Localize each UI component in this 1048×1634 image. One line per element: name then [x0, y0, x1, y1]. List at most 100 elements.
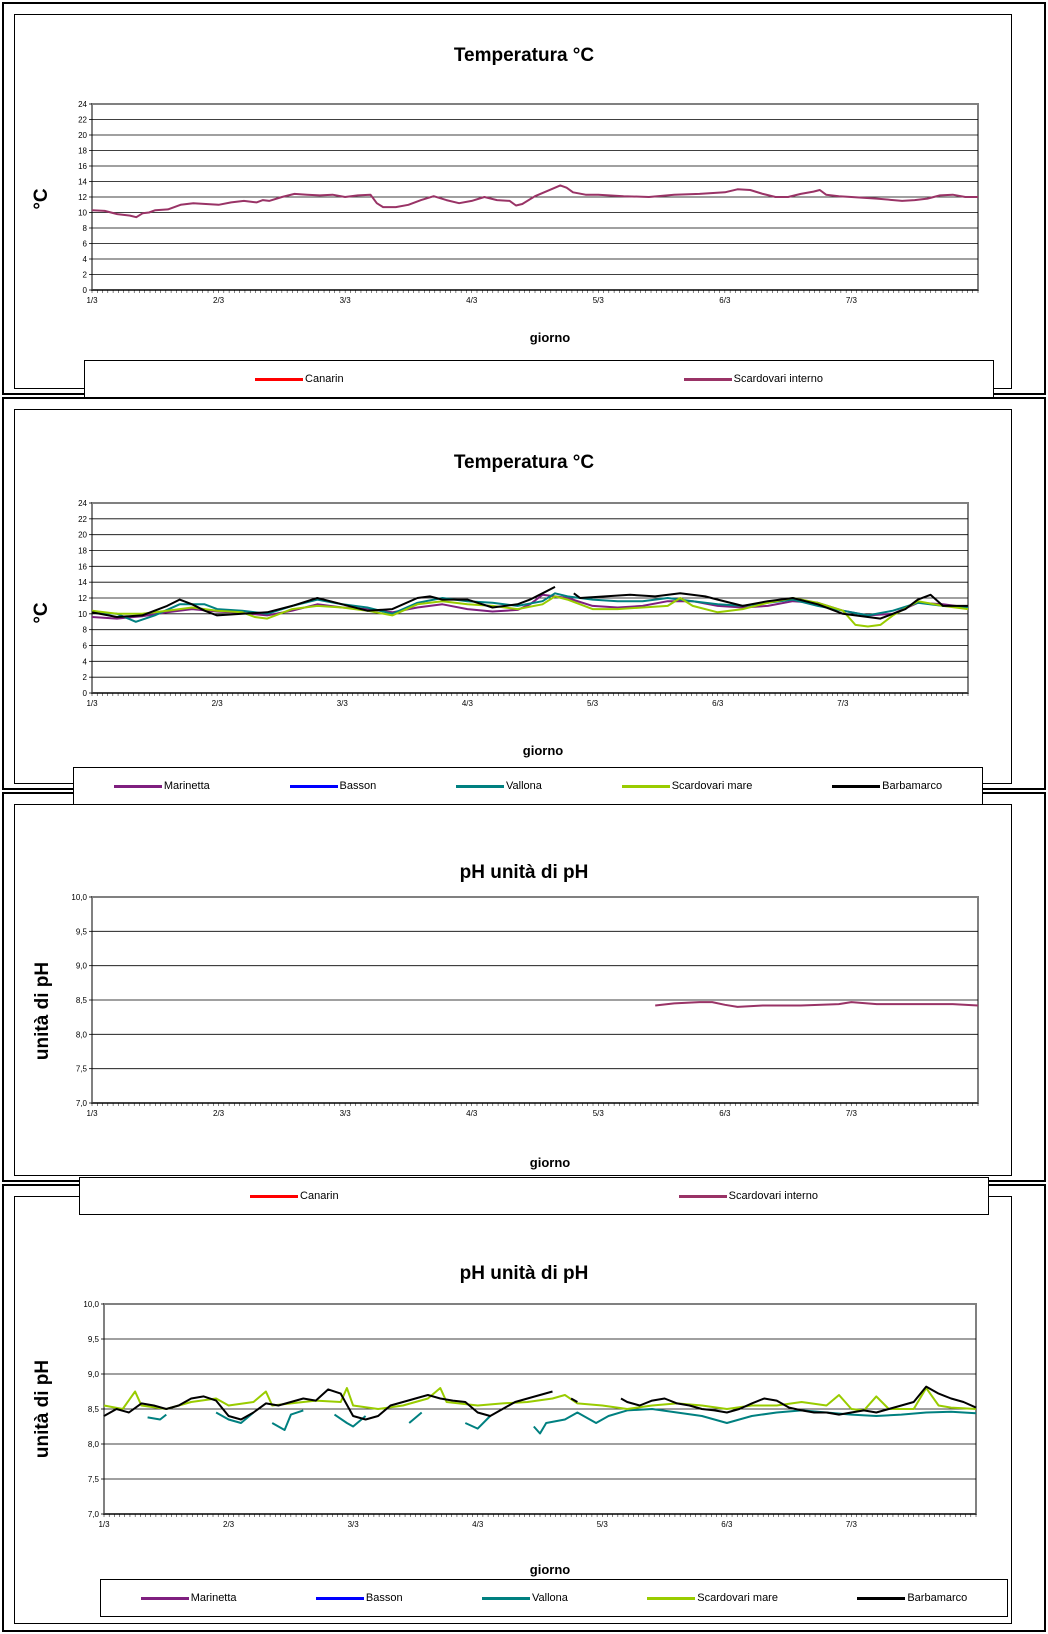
y-tick-label: 8,5	[76, 996, 88, 1005]
x-tick-label: 4/3	[462, 699, 474, 708]
legend-swatch	[113, 784, 162, 788]
x-tick-label: 7/3	[837, 699, 849, 708]
y-tick-label: 7,5	[88, 1475, 100, 1484]
legend-item: Marinetta	[113, 780, 210, 792]
legend-item: Basson	[315, 1592, 403, 1604]
legend-item: Scardovari interno	[678, 1190, 818, 1202]
chart-title: pH unità di pH	[459, 1263, 589, 1284]
y-tick-label: 6	[83, 240, 88, 249]
legend-label: Vallona	[506, 780, 542, 792]
y-tick-label: 6	[83, 642, 88, 651]
x-tick-label: 3/3	[337, 699, 349, 708]
legend-item: Scardovari mare	[621, 780, 753, 792]
legend-item: Vallona	[456, 780, 542, 792]
y-tick-label: 22	[78, 116, 87, 125]
x-axis-label: giorno	[529, 330, 571, 345]
x-tick-label: 7/3	[846, 296, 858, 305]
y-tick-label: 8,5	[88, 1405, 100, 1414]
y-tick-label: 4	[83, 255, 88, 264]
series-line	[333, 1413, 367, 1428]
y-tick-label: 16	[78, 562, 87, 571]
legend-item: Vallona	[482, 1592, 568, 1604]
x-tick-label: 4/3	[472, 1520, 484, 1529]
series-line	[103, 1388, 553, 1421]
series-line	[147, 1413, 167, 1421]
legend-item: Basson	[289, 780, 376, 792]
y-tick-label: 9,0	[88, 1370, 100, 1379]
series-line	[570, 1397, 578, 1403]
legend-swatch	[678, 1194, 727, 1198]
legend-label: Scardovari mare	[671, 780, 753, 792]
legend-swatch	[456, 784, 505, 788]
legend-label: Barbamarco	[882, 780, 943, 792]
legend-label: Scardovari mare	[697, 1592, 778, 1604]
x-tick-label: 5/3	[597, 1520, 609, 1529]
y-tick-label: 16	[78, 162, 87, 171]
legend-item: Canarin	[250, 1190, 339, 1202]
y-tick-label: 4	[83, 657, 88, 666]
legend-label: Marinetta	[190, 1592, 237, 1604]
chart-title: pH unità di pH	[459, 862, 589, 883]
legend: Canarin Scardovari interno	[84, 360, 994, 398]
legend-item: Scardovari mare	[647, 1592, 778, 1604]
legend-label: Basson	[365, 1592, 403, 1604]
legend: Canarin Scardovari interno	[79, 1177, 989, 1215]
x-tick-label: 7/3	[846, 1520, 858, 1529]
legend-swatch	[647, 1596, 696, 1600]
legend-swatch	[857, 1596, 906, 1600]
series-line	[271, 1409, 304, 1431]
x-axis-label: giorno	[529, 1562, 571, 1577]
y-tick-label: 7,0	[76, 1099, 88, 1108]
series-line	[91, 595, 969, 628]
chart-title: Temperatura °C	[453, 45, 595, 66]
series-line	[655, 1001, 979, 1008]
y-tick-label: 8	[83, 224, 88, 233]
y-tick-label: 10	[78, 610, 87, 619]
legend-swatch	[289, 784, 338, 788]
x-axis-label: giorno	[522, 743, 564, 758]
legend-swatch	[250, 1194, 299, 1198]
legend: Marinetta Basson Vallona Scardovari mare…	[100, 1579, 1008, 1617]
legend-label: Canarin	[300, 1190, 339, 1202]
legend-item: Canarin	[255, 373, 344, 385]
series-line	[620, 1385, 977, 1416]
x-tick-label: 2/3	[213, 1109, 225, 1118]
legend-swatch	[255, 377, 304, 381]
x-tick-label: 3/3	[340, 296, 352, 305]
y-tick-label: 9,5	[76, 927, 88, 936]
legend-swatch	[621, 784, 670, 788]
x-tick-label: 5/3	[593, 296, 605, 305]
y-tick-label: 9,0	[76, 962, 88, 971]
y-tick-label: 7,0	[88, 1510, 100, 1519]
y-tick-label: 12	[78, 193, 87, 202]
legend-item: Barbamarco	[857, 1592, 967, 1604]
series-line	[91, 592, 969, 623]
legend-item: Marinetta	[140, 1592, 237, 1604]
legend-swatch	[683, 377, 732, 381]
legend-swatch	[315, 1596, 364, 1600]
y-tick-label: 20	[78, 531, 87, 540]
legend-swatch	[482, 1596, 530, 1600]
y-tick-label: 8,0	[76, 1030, 88, 1039]
x-tick-label: 5/3	[587, 699, 599, 708]
x-tick-label: 2/3	[213, 296, 225, 305]
x-tick-label: 3/3	[340, 1109, 352, 1118]
x-tick-label: 2/3	[223, 1520, 235, 1529]
legend-label: Scardovari interno	[733, 373, 823, 385]
legend-label: Scardovari interno	[728, 1190, 818, 1202]
series-line	[408, 1411, 423, 1424]
series-line	[464, 1415, 491, 1430]
x-tick-label: 1/3	[98, 1520, 110, 1529]
y-tick-label: 7,5	[76, 1065, 88, 1074]
y-tick-label: 10,0	[71, 893, 87, 902]
x-tick-label: 1/3	[86, 699, 98, 708]
series-line	[91, 586, 556, 618]
series-line	[91, 184, 978, 219]
y-tick-label: 8	[83, 626, 88, 635]
legend-swatch	[140, 1596, 189, 1600]
x-tick-label: 7/3	[846, 1109, 858, 1118]
x-tick-label: 3/3	[348, 1520, 360, 1529]
series-line	[103, 1387, 977, 1412]
chart-title: Temperatura °C	[453, 452, 595, 473]
